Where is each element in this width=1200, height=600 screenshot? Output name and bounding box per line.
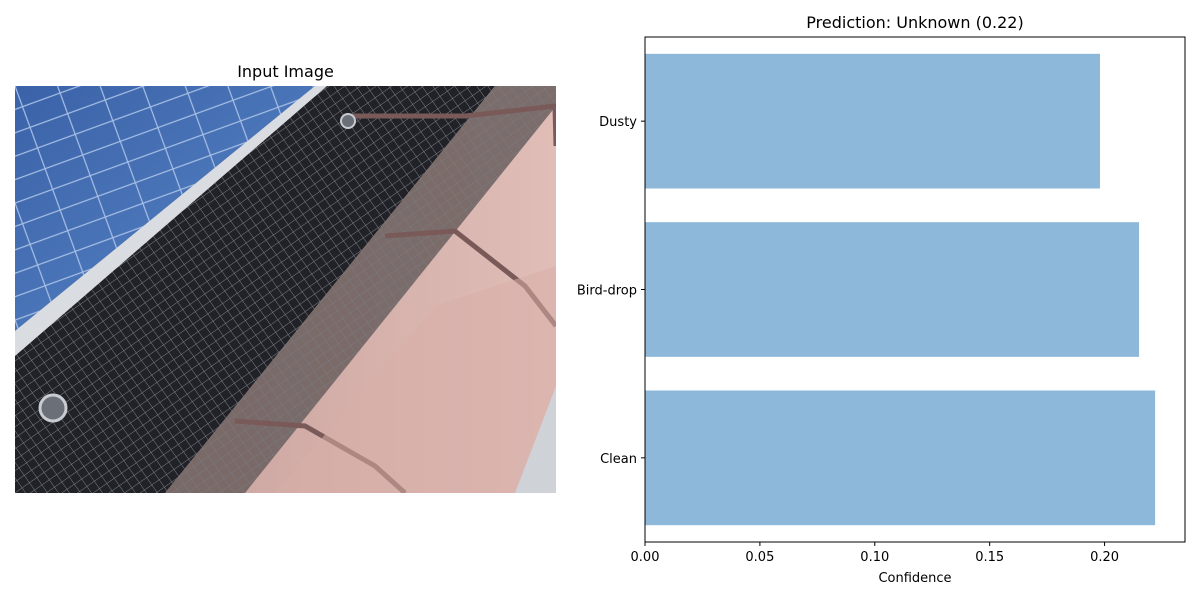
bar-clean — [645, 390, 1156, 526]
y-tick-label: Bird-drop — [577, 284, 637, 299]
x-tick-label: 0.00 — [631, 550, 660, 565]
bar-dusty — [645, 53, 1100, 189]
chart-title: Prediction: Unknown (0.22) — [806, 13, 1024, 32]
bar-bird-drop — [645, 222, 1140, 357]
input-image — [15, 86, 556, 493]
input-image-title: Input Image — [237, 62, 334, 81]
y-tick-label: Clean — [600, 452, 637, 467]
x-tick-label: 0.15 — [975, 550, 1004, 565]
y-tick-label: Dusty — [599, 115, 637, 130]
x-tick-label: 0.20 — [1090, 550, 1119, 565]
x-axis-label: Confidence — [878, 571, 951, 586]
x-tick-label: 0.05 — [745, 550, 774, 565]
x-tick-label: 0.10 — [860, 550, 889, 565]
